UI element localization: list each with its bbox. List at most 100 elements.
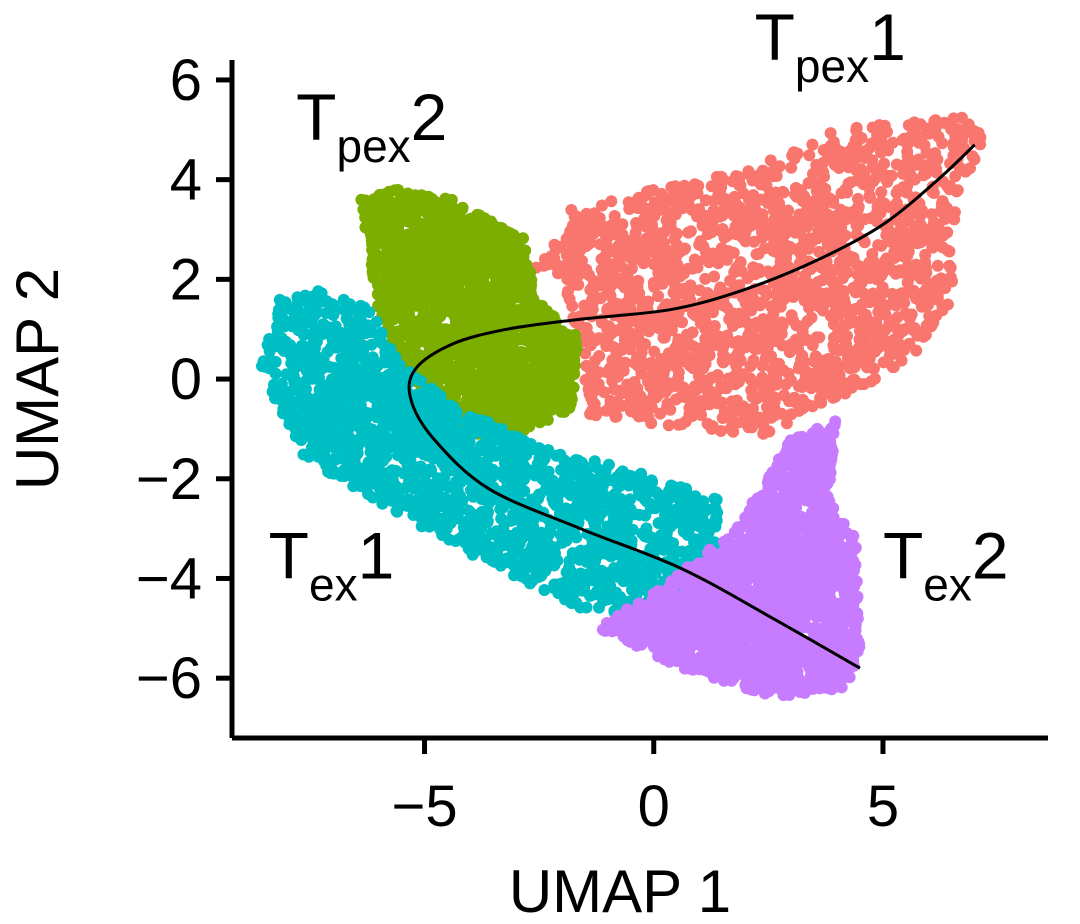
data-point: [606, 365, 619, 378]
data-point: [854, 260, 867, 273]
data-point: [756, 359, 769, 372]
data-point: [936, 299, 949, 312]
data-point: [397, 467, 410, 480]
data-point: [780, 417, 793, 430]
data-point: [639, 250, 652, 263]
data-point: [797, 275, 810, 288]
data-point: [578, 214, 590, 227]
data-point: [486, 554, 499, 567]
data-point: [863, 181, 875, 194]
data-point: [910, 258, 923, 271]
data-point: [442, 196, 455, 209]
data-point: [517, 250, 530, 263]
data-point: [429, 230, 442, 243]
data-point: [966, 150, 979, 163]
data-point: [450, 409, 463, 422]
data-point: [695, 409, 708, 421]
data-point: [930, 162, 943, 175]
data-point: [595, 464, 608, 477]
data-point: [793, 208, 806, 221]
data-point: [926, 180, 939, 193]
data-point: [506, 316, 519, 329]
data-point: [841, 330, 853, 342]
data-point: [931, 259, 944, 272]
data-point: [489, 341, 502, 354]
data-point: [558, 372, 571, 385]
data-point: [605, 195, 618, 208]
data-point: [783, 346, 796, 359]
data-point: [682, 262, 695, 275]
data-point: [815, 390, 828, 403]
data-point: [796, 402, 809, 415]
data-point: [398, 242, 411, 255]
data-point: [727, 401, 740, 414]
data-point: [850, 285, 863, 298]
data-point: [522, 332, 535, 345]
data-point: [892, 184, 905, 197]
data-point: [751, 415, 764, 428]
data-point: [392, 184, 405, 196]
data-point: [775, 327, 788, 340]
data-point: [898, 287, 911, 300]
data-point: [717, 296, 730, 309]
data-point: [785, 408, 798, 421]
data-point: [917, 330, 930, 343]
data-point: [573, 267, 586, 279]
data-point: [771, 285, 784, 298]
data-point: [642, 185, 655, 198]
data-point: [635, 346, 648, 359]
data-point: [607, 303, 620, 316]
data-point: [470, 296, 483, 309]
data-point: [813, 186, 826, 198]
data-point: [935, 272, 948, 285]
data-point: [875, 239, 888, 252]
data-point: [741, 293, 754, 306]
data-point: [741, 405, 754, 418]
data-point: [782, 204, 795, 217]
data-point: [802, 177, 815, 190]
data-point: [411, 348, 424, 361]
data-point: [901, 145, 914, 158]
data-point: [640, 232, 653, 245]
data-point: [379, 202, 392, 215]
data-point: [782, 213, 795, 226]
data-point: [758, 169, 771, 182]
data-point: [444, 378, 457, 391]
data-point: [785, 309, 798, 322]
data-point: [864, 141, 877, 154]
data-point: [745, 304, 758, 317]
data-point: [904, 311, 917, 324]
data-point: [648, 280, 661, 293]
data-point: [600, 260, 613, 273]
data-point: [684, 225, 697, 238]
data-point: [418, 299, 431, 312]
data-point: [778, 238, 791, 251]
data-point: [852, 342, 865, 355]
data-point: [591, 406, 604, 418]
data-point: [917, 169, 930, 182]
data-point: [929, 147, 942, 160]
data-point: [884, 336, 896, 349]
data-point: [724, 274, 737, 287]
data-point: [642, 411, 655, 424]
data-point: [842, 161, 855, 174]
data-point: [912, 136, 925, 149]
data-point: [380, 225, 392, 238]
data-point: [548, 252, 561, 265]
data-point: [447, 260, 460, 273]
data-point: [366, 243, 379, 256]
data-point: [646, 360, 659, 373]
data-point: [284, 385, 297, 398]
data-point: [920, 289, 933, 302]
data-point: [470, 287, 483, 300]
data-point: [805, 311, 818, 324]
data-point: [655, 376, 668, 389]
data-point: [884, 263, 897, 275]
data-point: [875, 269, 888, 282]
data-point: [601, 323, 614, 336]
data-point: [943, 245, 956, 258]
data-point: [593, 350, 606, 362]
data-point: [769, 243, 782, 256]
data-point: [534, 370, 547, 383]
data-point: [520, 276, 533, 289]
